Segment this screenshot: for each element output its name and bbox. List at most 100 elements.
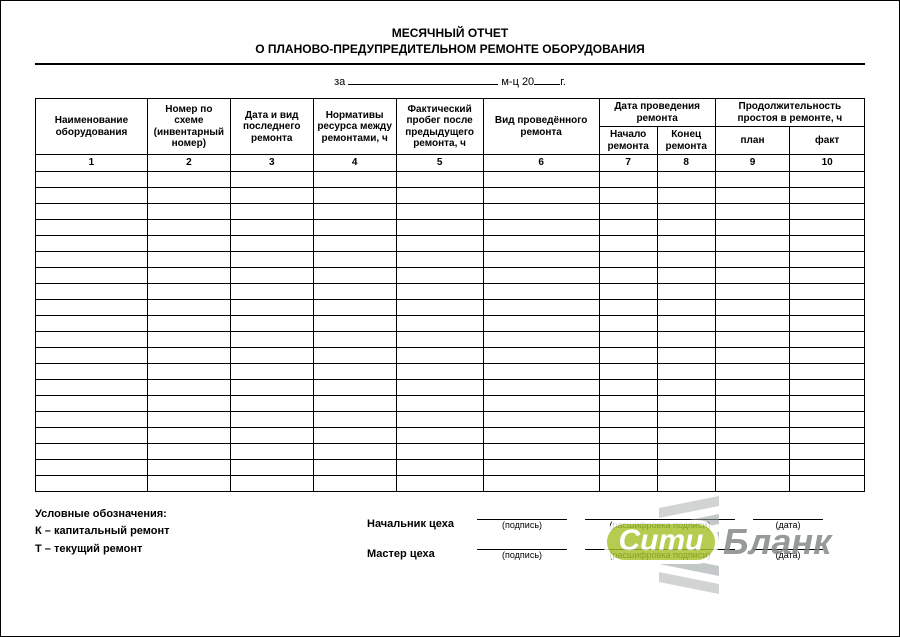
table-cell[interactable]: [657, 171, 715, 187]
table-cell[interactable]: [657, 347, 715, 363]
table-cell[interactable]: [483, 267, 599, 283]
table-cell[interactable]: [147, 443, 230, 459]
table-cell[interactable]: [483, 443, 599, 459]
table-cell[interactable]: [396, 171, 483, 187]
table-cell[interactable]: [396, 331, 483, 347]
table-cell[interactable]: [313, 171, 396, 187]
table-cell[interactable]: [715, 347, 790, 363]
table-cell[interactable]: [313, 315, 396, 331]
table-cell[interactable]: [790, 171, 865, 187]
chief-date-slot[interactable]: (дата): [753, 506, 823, 530]
table-cell[interactable]: [599, 171, 657, 187]
table-cell[interactable]: [313, 459, 396, 475]
table-cell[interactable]: [599, 187, 657, 203]
table-cell[interactable]: [313, 267, 396, 283]
table-cell[interactable]: [147, 171, 230, 187]
table-cell[interactable]: [657, 427, 715, 443]
table-cell[interactable]: [230, 443, 313, 459]
table-cell[interactable]: [313, 443, 396, 459]
table-cell[interactable]: [147, 363, 230, 379]
table-cell[interactable]: [230, 379, 313, 395]
period-blank-year[interactable]: [534, 75, 560, 85]
table-cell[interactable]: [790, 443, 865, 459]
table-cell[interactable]: [396, 203, 483, 219]
table-cell[interactable]: [147, 235, 230, 251]
table-cell[interactable]: [715, 443, 790, 459]
table-cell[interactable]: [147, 267, 230, 283]
table-cell[interactable]: [599, 347, 657, 363]
table-cell[interactable]: [396, 459, 483, 475]
table-cell[interactable]: [396, 267, 483, 283]
table-cell[interactable]: [396, 315, 483, 331]
table-cell[interactable]: [147, 411, 230, 427]
table-cell[interactable]: [657, 411, 715, 427]
table-cell[interactable]: [36, 219, 148, 235]
table-cell[interactable]: [657, 379, 715, 395]
table-cell[interactable]: [599, 251, 657, 267]
table-cell[interactable]: [483, 171, 599, 187]
chief-sign-slot[interactable]: (подпись): [477, 506, 567, 530]
table-cell[interactable]: [36, 363, 148, 379]
table-cell[interactable]: [36, 267, 148, 283]
table-cell[interactable]: [230, 427, 313, 443]
table-cell[interactable]: [483, 459, 599, 475]
table-cell[interactable]: [230, 363, 313, 379]
table-cell[interactable]: [313, 251, 396, 267]
table-cell[interactable]: [147, 203, 230, 219]
table-cell[interactable]: [230, 411, 313, 427]
table-cell[interactable]: [36, 443, 148, 459]
table-cell[interactable]: [715, 187, 790, 203]
table-cell[interactable]: [483, 331, 599, 347]
table-cell[interactable]: [657, 331, 715, 347]
table-cell[interactable]: [599, 219, 657, 235]
table-cell[interactable]: [230, 203, 313, 219]
table-cell[interactable]: [790, 331, 865, 347]
table-cell[interactable]: [715, 299, 790, 315]
table-cell[interactable]: [790, 363, 865, 379]
table-cell[interactable]: [483, 427, 599, 443]
table-cell[interactable]: [396, 283, 483, 299]
period-blank-month[interactable]: [348, 75, 498, 85]
table-cell[interactable]: [230, 395, 313, 411]
table-cell[interactable]: [483, 363, 599, 379]
table-cell[interactable]: [483, 219, 599, 235]
table-cell[interactable]: [147, 379, 230, 395]
table-cell[interactable]: [599, 443, 657, 459]
table-cell[interactable]: [599, 379, 657, 395]
table-cell[interactable]: [147, 219, 230, 235]
table-cell[interactable]: [715, 235, 790, 251]
table-cell[interactable]: [483, 299, 599, 315]
table-cell[interactable]: [396, 411, 483, 427]
table-cell[interactable]: [715, 251, 790, 267]
table-cell[interactable]: [36, 411, 148, 427]
table-cell[interactable]: [790, 395, 865, 411]
table-cell[interactable]: [313, 379, 396, 395]
table-cell[interactable]: [313, 283, 396, 299]
table-cell[interactable]: [657, 219, 715, 235]
table-cell[interactable]: [36, 395, 148, 411]
table-cell[interactable]: [147, 283, 230, 299]
table-cell[interactable]: [36, 459, 148, 475]
table-cell[interactable]: [790, 411, 865, 427]
table-cell[interactable]: [483, 315, 599, 331]
table-cell[interactable]: [483, 251, 599, 267]
table-cell[interactable]: [396, 363, 483, 379]
table-cell[interactable]: [230, 283, 313, 299]
table-cell[interactable]: [313, 347, 396, 363]
table-cell[interactable]: [599, 363, 657, 379]
table-cell[interactable]: [483, 475, 599, 491]
table-cell[interactable]: [715, 363, 790, 379]
table-cell[interactable]: [790, 347, 865, 363]
table-cell[interactable]: [715, 395, 790, 411]
table-cell[interactable]: [313, 363, 396, 379]
table-cell[interactable]: [599, 283, 657, 299]
table-cell[interactable]: [599, 203, 657, 219]
table-cell[interactable]: [715, 315, 790, 331]
table-cell[interactable]: [36, 171, 148, 187]
table-cell[interactable]: [36, 235, 148, 251]
table-cell[interactable]: [396, 219, 483, 235]
table-cell[interactable]: [790, 203, 865, 219]
table-cell[interactable]: [396, 187, 483, 203]
table-cell[interactable]: [599, 395, 657, 411]
table-cell[interactable]: [715, 459, 790, 475]
